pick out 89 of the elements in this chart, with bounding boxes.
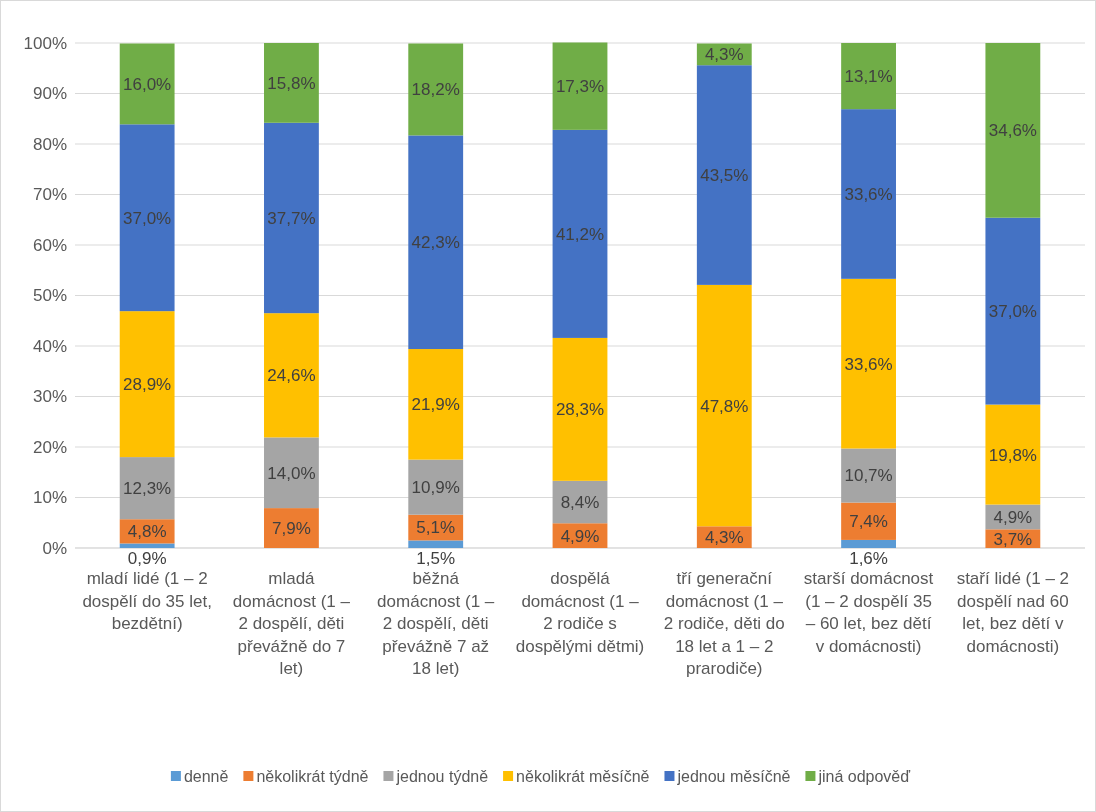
data-label: 24,6% [267, 366, 316, 386]
y-tick-label: 60% [32, 235, 67, 255]
bar [985, 404, 1041, 505]
data-label: 33,6% [844, 184, 893, 204]
data-label: 41,2% [555, 224, 605, 244]
y-tick-label: 30% [32, 387, 67, 407]
legend-label: jiná odpověď [817, 767, 911, 785]
data-label: 16,0% [123, 74, 172, 94]
data-label: 28,9% [123, 375, 172, 395]
bar [841, 278, 896, 449]
bar [408, 43, 464, 136]
data-label: 7,9% [272, 519, 311, 538]
bar [841, 43, 896, 110]
data-label: 19,8% [988, 445, 1037, 465]
x-tick-label: mladí lidé (1 – 2 dospělí do 35 let, bezdětní) [82, 569, 212, 633]
data-label: 37,0% [123, 208, 172, 228]
x-tick-label: tří generační domácnost (1 – 2 rodiče, děti do 18 let a 1 – 2 prarodiče) [663, 569, 785, 678]
legend-label: několikrát měsíčně [516, 767, 650, 785]
bar [119, 124, 175, 312]
y-tick-label: 100% [23, 33, 67, 53]
data-label: 37,0% [988, 302, 1037, 322]
data-label: 33,6% [844, 354, 893, 374]
bar [264, 43, 319, 123]
legend-label: jednou týdně [395, 767, 489, 785]
data-label: 18,2% [411, 80, 460, 100]
data-label: 10,9% [411, 478, 460, 498]
bar [264, 313, 319, 438]
bar [552, 337, 608, 481]
bar [119, 311, 175, 458]
bar [408, 459, 464, 515]
bar [552, 42, 608, 130]
bar [696, 284, 752, 527]
data-label: 0,9% [127, 548, 167, 568]
bar [408, 135, 464, 350]
data-label: 37,7% [267, 208, 316, 228]
bar [119, 43, 175, 125]
y-tick-label: 40% [32, 336, 67, 356]
bar [985, 43, 1041, 218]
x-tick-label: staří lidé (1 – 2 dospělí nad 60 let, bez dětí v domácnosti) [956, 569, 1070, 656]
bar [119, 457, 175, 520]
bar [552, 129, 608, 338]
y-tick-label: 0% [42, 538, 67, 558]
data-label: 17,3% [555, 77, 605, 97]
data-label: 21,9% [411, 395, 460, 415]
y-tick-label: 80% [32, 134, 67, 154]
data-label: 10,7% [844, 466, 893, 486]
bar [408, 349, 464, 460]
bar [841, 448, 896, 503]
data-label: 14,0% [267, 463, 316, 483]
data-label: 15,8% [267, 73, 316, 93]
data-label: 5,1% [416, 518, 456, 538]
y-tick-label: 50% [32, 286, 67, 306]
data-label: 43,5% [700, 166, 749, 186]
bar [696, 65, 752, 285]
data-label: 1,5% [416, 548, 456, 568]
bar [264, 508, 319, 548]
data-label: 42,3% [411, 233, 460, 253]
data-label: 13,1% [844, 67, 893, 87]
y-tick-label: 70% [32, 185, 67, 205]
legend-label: několikrát týdně [256, 767, 369, 785]
data-label: 1,6% [849, 548, 888, 568]
bar [841, 109, 896, 279]
legend-label: jednou měsíčně [676, 767, 791, 785]
x-tick-label: dospělá domácnost (1 – 2 rodiče s dospělými dětmi) [515, 569, 645, 656]
y-tick-label: 90% [32, 84, 67, 104]
data-label: 4,3% [704, 528, 744, 548]
data-label: 4,3% [704, 45, 744, 65]
y-tick-label: 10% [32, 488, 67, 508]
bar [119, 543, 175, 548]
bar [408, 540, 464, 548]
y-tick-label: 20% [32, 437, 67, 457]
data-label: 28,3% [555, 400, 605, 420]
data-label: 4,9% [560, 526, 600, 546]
data-label: 34,6% [988, 121, 1037, 141]
legend-label: denně [183, 767, 229, 785]
x-tick-label: mladá domácnost (1 – 2 dospělí, děti převážně do 7 let) [232, 569, 351, 678]
data-label: 4,8% [127, 522, 167, 542]
bar [985, 217, 1041, 405]
x-tick-label: běžná domácnost (1 – 2 dospělí, děti převážně 7 až 18 let) [377, 569, 495, 678]
bar [264, 122, 319, 314]
data-label: 12,3% [123, 479, 172, 499]
bar [264, 437, 319, 509]
data-label: 47,8% [700, 396, 749, 416]
x-tick-label: starší domácnost (1 – 2 dospělí 35 – 60 let, bez dětí v domácnosti) [803, 569, 934, 656]
bar [841, 539, 896, 548]
data-label: 8,4% [560, 493, 600, 512]
data-label: 4,9% [993, 507, 1033, 527]
data-label: 7,4% [849, 512, 888, 532]
data-label: 3,7% [993, 529, 1033, 549]
